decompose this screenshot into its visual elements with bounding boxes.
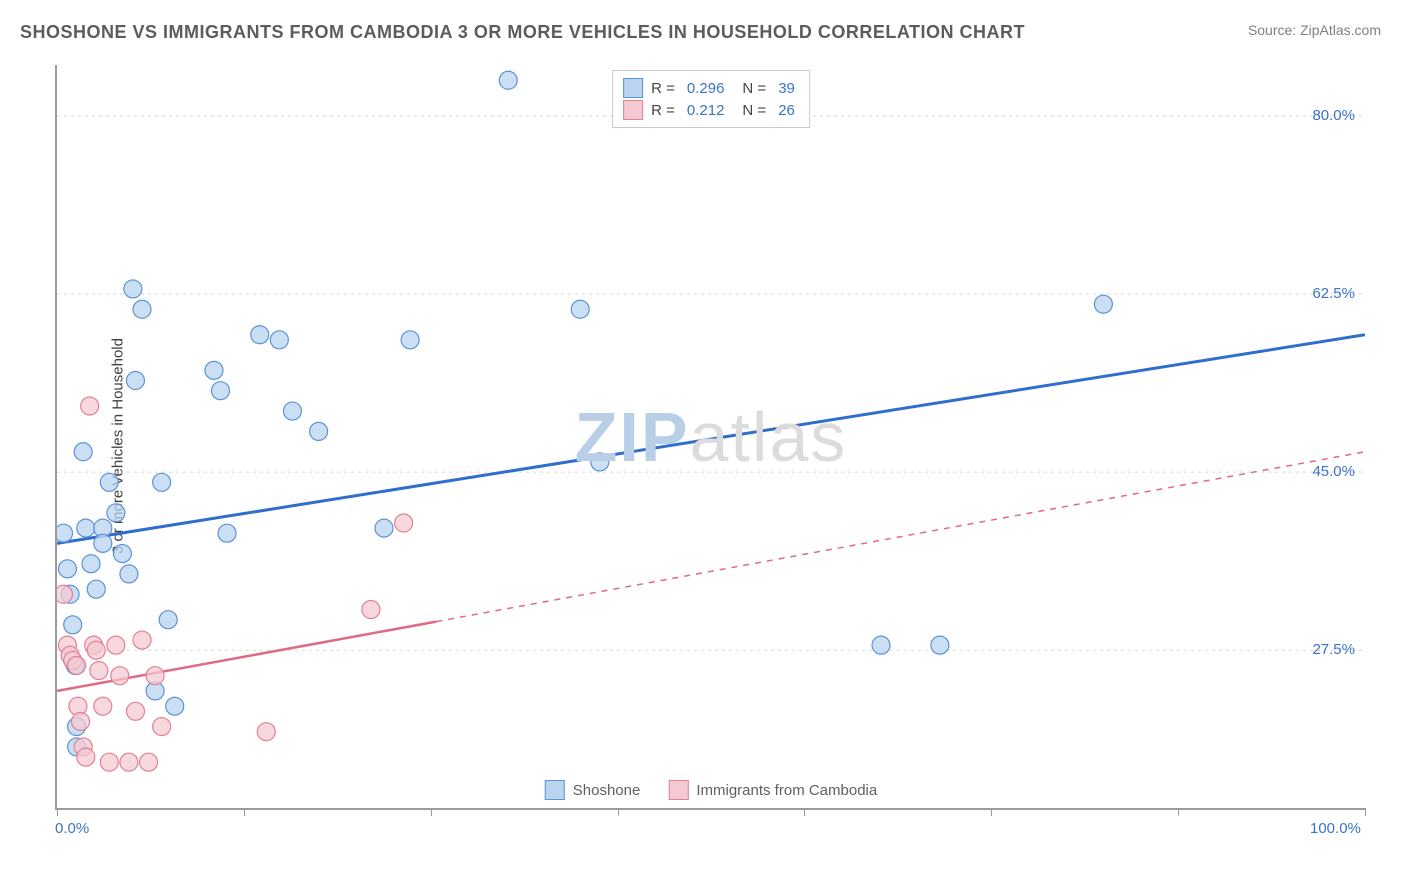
x-tick-mark	[244, 808, 245, 816]
x-tick-mark	[431, 808, 432, 816]
legend-swatch	[668, 780, 688, 800]
stats-legend: R = 0.296 N = 39 R = 0.212 N = 26	[612, 70, 810, 128]
y-tick-label: 80.0%	[1312, 107, 1355, 124]
series-legend: Shoshone Immigrants from Cambodia	[545, 780, 877, 800]
legend-r-value: 0.296	[683, 80, 735, 97]
x-tick-label: 100.0%	[1310, 820, 1361, 837]
y-tick-label: 62.5%	[1312, 285, 1355, 302]
legend-n-value: 26	[774, 102, 795, 119]
scatter-plot: ZIPatlas R =0.296N =39R =0.212N =26 Shos…	[55, 65, 1365, 810]
x-tick-mark	[57, 808, 58, 816]
x-tick-mark	[1365, 808, 1366, 816]
series-legend-item: Shoshone	[545, 780, 641, 800]
plot-svg	[57, 65, 1365, 808]
x-tick-mark	[804, 808, 805, 816]
legend-r-label: R =	[651, 102, 675, 119]
y-tick-label: 45.0%	[1312, 463, 1355, 480]
stats-legend-row: R = 0.296 N = 39	[623, 77, 795, 99]
legend-n-label: N =	[742, 102, 766, 119]
series-legend-item: Immigrants from Cambodia	[668, 780, 877, 800]
series-legend-label: Shoshone	[573, 782, 641, 799]
legend-r-label: R =	[651, 80, 675, 97]
x-tick-mark	[618, 808, 619, 816]
x-tick-mark	[1178, 808, 1179, 816]
legend-n-label: N =	[742, 80, 766, 97]
series-legend-label: Immigrants from Cambodia	[696, 782, 877, 799]
y-tick-label: 27.5%	[1312, 641, 1355, 658]
x-tick-mark	[991, 808, 992, 816]
legend-n-value: 39	[774, 80, 795, 97]
legend-swatch	[623, 100, 643, 120]
legend-r-value: 0.212	[683, 102, 735, 119]
legend-swatch	[545, 780, 565, 800]
chart-title: SHOSHONE VS IMMIGRANTS FROM CAMBODIA 3 O…	[20, 22, 1025, 43]
x-tick-label: 0.0%	[55, 820, 89, 837]
stats-legend-row: R = 0.212 N = 26	[623, 99, 795, 121]
source-label: Source: ZipAtlas.com	[1248, 22, 1381, 38]
legend-swatch	[623, 78, 643, 98]
